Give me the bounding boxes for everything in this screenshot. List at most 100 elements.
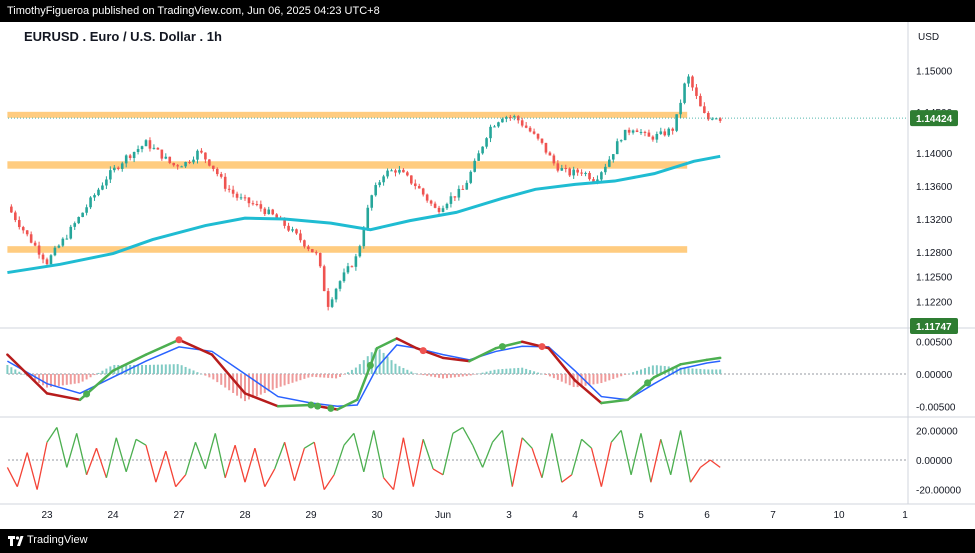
histogram-bar <box>600 374 603 384</box>
candle-body <box>346 266 350 273</box>
histogram-bar <box>137 364 140 374</box>
candle-body <box>116 167 120 169</box>
histogram-bar <box>14 369 17 374</box>
candle-body <box>540 138 544 143</box>
histogram-bar <box>291 374 294 383</box>
momentum-segment <box>155 450 167 483</box>
momentum-segment <box>452 426 464 434</box>
time-tick-label: 4 <box>572 510 578 521</box>
chart-canvas[interactable]: 1.150001.145001.140001.136001.132001.128… <box>0 22 975 529</box>
histogram-bar <box>663 366 666 374</box>
candle-body <box>520 120 524 126</box>
histogram-bar <box>172 364 175 374</box>
histogram-bar <box>564 374 567 384</box>
momentum-segment <box>105 437 117 478</box>
histogram-bar <box>53 374 56 387</box>
histogram-bar <box>442 374 444 379</box>
histogram-bar <box>449 374 452 378</box>
candle-body <box>675 114 678 131</box>
osc-fast-segment <box>276 403 313 408</box>
secondary-price-badge <box>910 318 958 334</box>
candle-body <box>512 116 516 118</box>
candle-body <box>615 141 619 155</box>
momentum-segment <box>194 441 207 470</box>
candle-body <box>21 227 25 231</box>
histogram-bar <box>465 374 468 377</box>
candle-body <box>524 125 528 128</box>
histogram-bar <box>93 374 96 376</box>
price-candles <box>10 74 722 311</box>
histogram-bar <box>592 374 595 385</box>
histogram-bar <box>224 374 227 388</box>
histogram-bar <box>188 368 191 374</box>
candle-body <box>699 95 702 107</box>
histogram-bar <box>671 366 674 374</box>
momentum-segment <box>304 441 315 449</box>
histogram-bar <box>398 366 401 374</box>
histogram-bar <box>42 374 45 386</box>
histogram-bar <box>279 374 282 387</box>
momentum-segment <box>313 442 325 490</box>
candle-body <box>128 155 132 159</box>
candle-body <box>635 130 639 132</box>
price-tick-label: 1.12800 <box>916 248 953 259</box>
candle-body <box>29 234 33 243</box>
candle-body <box>481 146 484 154</box>
momentum-segment <box>85 447 98 476</box>
osc-fast-segment <box>573 379 603 405</box>
time-tick-label: 28 <box>239 510 251 521</box>
candle-body <box>417 186 421 189</box>
histogram-bar <box>687 368 690 374</box>
last-price-label: 1.14424 <box>916 114 953 125</box>
grid <box>0 22 975 505</box>
secondary-price-label: 1.11747 <box>916 322 952 333</box>
histogram-bar <box>200 373 203 375</box>
momentum-segment <box>521 437 533 449</box>
candle-body <box>307 246 310 250</box>
osc-fast-segment <box>547 346 577 382</box>
mom-tick-label: 20.00000 <box>916 426 958 437</box>
osc-fast-segment <box>6 353 49 395</box>
histogram-bar <box>628 373 631 375</box>
candle-body <box>330 299 334 307</box>
candle-body <box>255 204 259 206</box>
momentum-segment <box>36 442 48 490</box>
histogram-bar <box>414 373 417 374</box>
time-tick-label: 3 <box>506 510 512 521</box>
histogram-bar <box>556 374 559 380</box>
candle-body <box>140 146 144 150</box>
histogram-bar <box>703 369 706 374</box>
candle-body <box>568 168 572 176</box>
osc-fast-segment <box>177 338 214 356</box>
candle-body <box>247 197 251 204</box>
candle-body <box>136 149 140 152</box>
momentum-segment <box>46 427 58 443</box>
osc-fast-segment <box>395 337 418 350</box>
price-axis: 1.150001.145001.140001.136001.132001.128… <box>8 67 961 497</box>
histogram-bar <box>73 374 76 384</box>
candle-body <box>604 166 607 173</box>
histogram-bar <box>655 365 658 374</box>
candle-body <box>509 117 512 119</box>
momentum-segment <box>442 433 454 475</box>
momentum-segment <box>620 430 632 475</box>
histogram-bar <box>620 374 623 377</box>
momentum-segment <box>293 447 306 481</box>
momentum-segment <box>501 430 513 487</box>
candle-body <box>425 194 429 201</box>
candle-body <box>263 208 267 215</box>
histogram-bar <box>125 364 128 374</box>
candle-body <box>180 166 183 168</box>
momentum-segment <box>412 439 424 487</box>
candle-body <box>239 197 243 199</box>
candle-body <box>295 229 298 234</box>
momentum-segment <box>363 430 375 473</box>
chart-frame: 1.150001.145001.140001.136001.132001.128… <box>0 22 975 529</box>
histogram-bar <box>402 367 405 374</box>
histogram-bar <box>275 374 278 389</box>
momentum-segment <box>26 452 38 490</box>
candle-body <box>124 155 128 164</box>
candle-body <box>596 179 599 182</box>
momentum-segment <box>590 447 603 487</box>
histogram-bar <box>105 368 108 374</box>
